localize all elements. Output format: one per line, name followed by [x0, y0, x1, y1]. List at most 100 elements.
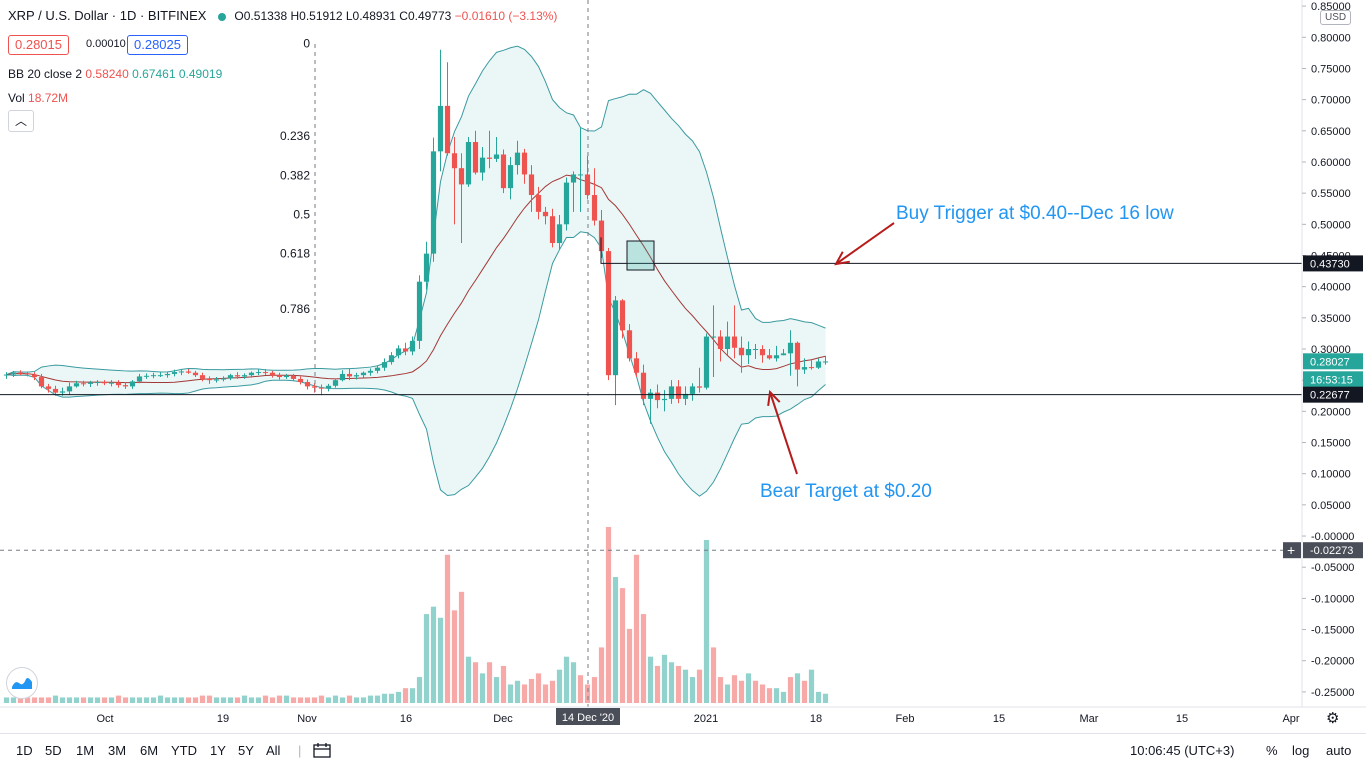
volume-bar [528, 678, 535, 703]
volume-bar [241, 695, 248, 703]
range-5d[interactable]: 5D [45, 743, 62, 758]
volume-bar [199, 695, 206, 703]
candle-body [465, 142, 472, 185]
candle-body [619, 300, 626, 331]
candle-body [10, 372, 17, 375]
annotations: Buy Trigger at $0.40--Dec 16 low Bear Tar… [760, 203, 1174, 502]
candle-body [122, 385, 129, 387]
volume-bar [444, 554, 451, 703]
bb-label: BB 20 close 2 [8, 67, 83, 81]
time-axis[interactable]: Oct 19 Nov 16 Dec 2021 18 Feb 15 Mar 15 Apr 14 Dec '… [0, 706, 1366, 725]
candle-body [59, 391, 66, 393]
bb-legend[interactable]: BB 20 close 2 0.58240 0.67461 0.49019 [8, 67, 222, 81]
volume-bar [38, 697, 45, 703]
candle-body [430, 151, 437, 254]
range-3m[interactable]: 3M [108, 743, 127, 758]
close-value: C0.49773 [399, 9, 452, 23]
price-tick-label: -0.15000 [1311, 625, 1354, 637]
candle-body [514, 152, 521, 166]
volume-bar [171, 697, 178, 703]
candle-body [423, 253, 430, 282]
candle-body [290, 375, 297, 379]
volume-bar [248, 697, 255, 703]
fib-label: 0.618 [280, 247, 310, 261]
volume-bar [640, 614, 647, 703]
range-1d[interactable]: 1D [16, 743, 33, 758]
candle-body [808, 367, 815, 369]
candle-body [164, 373, 171, 376]
volume-bar [164, 697, 171, 703]
ohlc-values: O0.51338 H0.51912 L0.48931 C0.49773 −0.0… [234, 9, 557, 23]
log-toggle[interactable]: log [1292, 743, 1310, 758]
candle-body [451, 153, 458, 169]
fib-label: 0.236 [280, 129, 310, 143]
volume-bar [80, 697, 87, 703]
volume-bar [388, 693, 395, 703]
candle-body [689, 386, 696, 394]
candle-body [507, 165, 514, 189]
fib-label: 0.786 [280, 302, 310, 316]
price-tick-label: 0.05000 [1311, 500, 1351, 512]
change-value: −0.01610 (−3.13%) [454, 9, 558, 23]
settings-gear-icon[interactable]: ⚙ [1326, 710, 1340, 727]
tradingview-logo[interactable] [6, 667, 38, 699]
buy-price-box[interactable]: 0.28025 [127, 35, 188, 55]
range-6m[interactable]: 6M [140, 743, 159, 758]
candle-body [437, 105, 444, 152]
symbol-title[interactable]: XRP / U.S. Dollar · 1D · BITFINEX [8, 8, 207, 23]
volume-bar [619, 588, 626, 703]
candle-body [521, 152, 528, 175]
highlight-box [626, 240, 655, 271]
candle-body [332, 380, 339, 386]
candle-body [815, 361, 822, 368]
candle-body [283, 375, 290, 378]
clock-time[interactable]: 10:06:45 (UTC+3) [1130, 743, 1235, 758]
volume-bar [472, 662, 479, 703]
candle-body [381, 362, 388, 368]
bb-fill [6, 46, 826, 497]
volume-bar [381, 693, 388, 703]
candle-body [416, 281, 423, 341]
candles [3, 49, 829, 424]
vol-legend[interactable]: Vol 18.72M [8, 91, 68, 105]
volume-bar [815, 691, 822, 703]
range-1m[interactable]: 1M [76, 743, 95, 758]
last-price-label-bg [1303, 353, 1363, 370]
time-tick-label: 18 [810, 713, 822, 725]
currency-label[interactable]: USD [1320, 10, 1352, 25]
volume-bar [66, 697, 73, 703]
price-tick-label: 0.60000 [1311, 157, 1351, 169]
date-range-icon[interactable] [313, 743, 331, 761]
time-tick-label: 16 [400, 713, 412, 725]
range-all[interactable]: All [266, 743, 281, 758]
high-value: H0.51912 [290, 9, 343, 23]
candle-body [591, 195, 598, 221]
volume-bar [479, 673, 486, 703]
volume-bar [563, 656, 570, 703]
candle-body [304, 382, 311, 387]
candle-body [409, 340, 416, 352]
volume-bar [703, 539, 710, 703]
candle-body [745, 349, 752, 356]
volume-bar [59, 697, 66, 703]
time-tick-label: 19 [217, 713, 229, 725]
candle-body [822, 361, 829, 363]
price-chart[interactable]: 0 0.236 0.382 0.5 0.618 0.786 Buy Trigger at … [0, 0, 1366, 733]
range-5y[interactable]: 5Y [238, 743, 254, 758]
range-ytd[interactable]: YTD [171, 743, 197, 758]
volume-bar [430, 606, 437, 703]
auto-toggle[interactable]: auto [1326, 743, 1352, 758]
range-1y[interactable]: 1Y [210, 743, 226, 758]
price-tick-label: -0.10000 [1311, 593, 1354, 605]
price-tick-label: 0.20000 [1311, 406, 1351, 418]
collapse-legend-button[interactable]: ︿ [8, 110, 34, 132]
volume-bar [794, 673, 801, 703]
percent-toggle[interactable]: % [1266, 743, 1278, 758]
volume-bar [598, 647, 605, 703]
candle-body [710, 336, 717, 338]
price-axis[interactable]: 0.850000.800000.750000.700000.650000.600… [1283, 0, 1363, 707]
price-tick-label: 0.15000 [1311, 438, 1351, 450]
sell-price-box[interactable]: 0.28015 [8, 35, 69, 55]
volume-bar [759, 684, 766, 703]
volume-bar [605, 527, 612, 703]
